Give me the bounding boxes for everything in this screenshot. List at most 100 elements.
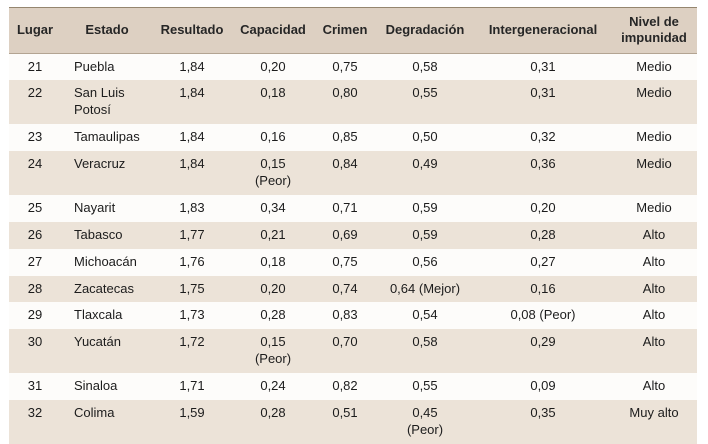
cell-capacidad: 0,16	[231, 124, 315, 152]
table-row-22: 22 San Luis Potosí 1,84 0,18 0,80 0,55 0,31 Med…	[9, 80, 697, 125]
cell-nivel: Muy alto	[611, 399, 697, 444]
cell-crimen: 0,75	[315, 248, 375, 276]
cell-degradacion: 0,59	[375, 221, 475, 249]
cell-estado: Sinaloa	[61, 373, 153, 400]
table-row-27: 27 Michoacán 1,76 0,18 0,75 0,56 0,27 Alto	[9, 248, 697, 276]
cell-degradacion: 0,45 (Peor)	[375, 399, 475, 444]
cell-capacidad: 0,20	[231, 275, 315, 303]
column-header-nivel: Nivel de impunidad	[611, 7, 697, 54]
cell-resultado: 1,83	[153, 194, 231, 222]
cell-estado: Tabasco	[61, 221, 153, 249]
cell-intergeneracional: 0,31	[475, 53, 611, 81]
cell-lugar: 32	[9, 399, 61, 444]
cell-lugar: 29	[9, 302, 61, 330]
cell-capacidad: 0,34	[231, 194, 315, 222]
cell-degradacion: 0,56	[375, 248, 475, 276]
cell-crimen: 0,71	[315, 194, 375, 222]
cell-lugar: 24	[9, 151, 61, 195]
cell-intergeneracional: 0,16	[475, 275, 611, 303]
cell-estado: Michoacán	[61, 248, 153, 276]
cell-estado: Colima	[61, 399, 153, 444]
cell-intergeneracional: 0,08 (Peor)	[475, 302, 611, 330]
cell-nivel: Alto	[611, 248, 697, 276]
cell-nivel: Medio	[611, 124, 697, 152]
cell-resultado: 1,84	[153, 80, 231, 125]
table-row-23: 23 Tamaulipas 1,84 0,16 0,85 0,50 0,32 Medio	[9, 124, 697, 152]
table-row-30: 30 Yucatán 1,72 0,15 (Peor) 0,70 0,58 0,29 Alto	[9, 329, 697, 374]
table-row-32: 32 Colima 1,59 0,28 0,51 0,45 (Peor) 0,35 Muy a…	[9, 399, 697, 444]
column-header-lugar: Lugar	[9, 7, 61, 54]
cell-capacidad: 0,28	[231, 302, 315, 330]
cell-capacidad: 0,18	[231, 80, 315, 125]
column-header-capacidad: Capacidad	[231, 7, 315, 54]
cell-resultado: 1,76	[153, 248, 231, 276]
cell-resultado: 1,71	[153, 373, 231, 400]
cell-degradacion: 0,58	[375, 53, 475, 81]
table-header: Lugar Estado Resultado Capacidad Crimen Degra…	[9, 7, 697, 54]
cell-crimen: 0,80	[315, 80, 375, 125]
cell-intergeneracional: 0,35	[475, 399, 611, 444]
cell-resultado: 1,84	[153, 151, 231, 195]
cell-degradacion: 0,55	[375, 373, 475, 400]
cell-crimen: 0,74	[315, 275, 375, 303]
cell-lugar: 28	[9, 275, 61, 303]
table-row-29: 29 Tlaxcala 1,73 0,28 0,83 0,54 0,08 (Peor) Alt…	[9, 302, 697, 330]
cell-crimen: 0,83	[315, 302, 375, 330]
cell-lugar: 21	[9, 53, 61, 81]
cell-degradacion: 0,49	[375, 151, 475, 195]
cell-capacidad: 0,15 (Peor)	[231, 151, 315, 195]
cell-nivel: Alto	[611, 302, 697, 330]
column-header-degradacion: Degradación	[375, 7, 475, 54]
cell-resultado: 1,77	[153, 221, 231, 249]
cell-capacidad: 0,28	[231, 399, 315, 444]
table-row-25: 25 Nayarit 1,83 0,34 0,71 0,59 0,20 Medio	[9, 194, 697, 222]
column-header-crimen: Crimen	[315, 7, 375, 54]
cell-crimen: 0,82	[315, 373, 375, 400]
table-row-26: 26 Tabasco 1,77 0,21 0,69 0,59 0,28 Alto	[9, 221, 697, 249]
cell-degradacion: 0,59	[375, 194, 475, 222]
impunity-ranking-table: Lugar Estado Resultado Capacidad Crimen Degra…	[9, 7, 697, 444]
cell-nivel: Alto	[611, 221, 697, 249]
cell-nivel: Medio	[611, 53, 697, 81]
cell-nivel: Medio	[611, 80, 697, 125]
cell-estado: San Luis Potosí	[61, 80, 153, 125]
cell-crimen: 0,75	[315, 53, 375, 81]
cell-estado: Tlaxcala	[61, 302, 153, 330]
table-row-24: 24 Veracruz 1,84 0,15 (Peor) 0,84 0,49 0,36 Med…	[9, 151, 697, 195]
cell-intergeneracional: 0,31	[475, 80, 611, 125]
cell-intergeneracional: 0,36	[475, 151, 611, 195]
cell-lugar: 22	[9, 80, 61, 125]
table-row-31: 31 Sinaloa 1,71 0,24 0,82 0,55 0,09 Alto	[9, 373, 697, 400]
cell-resultado: 1,84	[153, 53, 231, 81]
column-header-intergeneracional: Intergeneracional	[475, 7, 611, 54]
cell-capacidad: 0,24	[231, 373, 315, 400]
cell-capacidad: 0,21	[231, 221, 315, 249]
cell-degradacion: 0,58	[375, 329, 475, 374]
cell-crimen: 0,84	[315, 151, 375, 195]
cell-estado: Veracruz	[61, 151, 153, 195]
cell-resultado: 1,84	[153, 124, 231, 152]
cell-resultado: 1,59	[153, 399, 231, 444]
cell-lugar: 26	[9, 221, 61, 249]
cell-estado: Nayarit	[61, 194, 153, 222]
cell-nivel: Medio	[611, 194, 697, 222]
cell-degradacion: 0,55	[375, 80, 475, 125]
cell-intergeneracional: 0,32	[475, 124, 611, 152]
cell-capacidad: 0,18	[231, 248, 315, 276]
table-body: 21 Puebla 1,84 0,20 0,75 0,58 0,31 Medio 22 San L…	[9, 53, 697, 444]
cell-lugar: 25	[9, 194, 61, 222]
header-row: Lugar Estado Resultado Capacidad Crimen Degra…	[9, 7, 697, 54]
cell-resultado: 1,72	[153, 329, 231, 374]
cell-intergeneracional: 0,28	[475, 221, 611, 249]
table-row-21: 21 Puebla 1,84 0,20 0,75 0,58 0,31 Medio	[9, 53, 697, 81]
cell-nivel: Alto	[611, 373, 697, 400]
cell-nivel: Alto	[611, 275, 697, 303]
cell-nivel: Alto	[611, 329, 697, 374]
cell-intergeneracional: 0,09	[475, 373, 611, 400]
cell-lugar: 31	[9, 373, 61, 400]
cell-lugar: 27	[9, 248, 61, 276]
column-header-estado: Estado	[61, 7, 153, 54]
table-row-28: 28 Zacatecas 1,75 0,20 0,74 0,64 (Mejor) 0,16 A…	[9, 275, 697, 303]
column-header-resultado: Resultado	[153, 7, 231, 54]
